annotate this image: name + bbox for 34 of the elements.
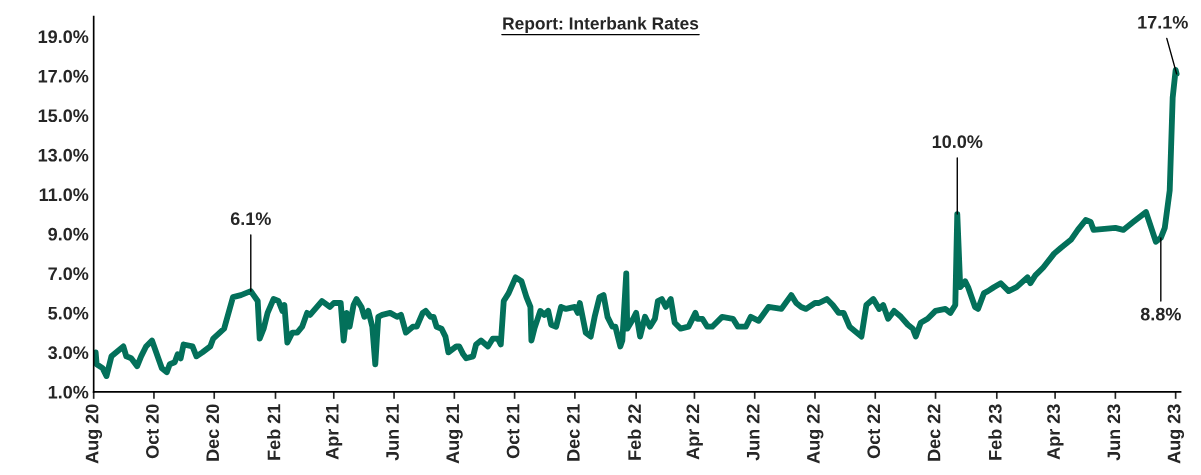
y-tick-label: 19.0%: [38, 30, 89, 44]
x-tick-label: Aug 20: [85, 404, 103, 464]
y-tick-label: 5.0%: [48, 306, 89, 320]
x-tick-label: Dec 20: [206, 404, 220, 461]
x-tick-label: Feb 23: [988, 404, 1002, 460]
x-tick-label: Oct 21: [506, 404, 520, 459]
annotation: 8.8%: [1140, 307, 1181, 321]
x-tick-label: Dec 22: [927, 404, 941, 461]
x-tick-label: Jun 21: [386, 404, 399, 461]
y-tick-label: 15.0%: [38, 109, 89, 123]
x-tick-label: Oct 22: [867, 404, 881, 459]
y-tick-label: 3.0%: [48, 346, 89, 360]
x-tick-label: Dec 21: [566, 404, 580, 461]
y-tick-label: 13.0%: [38, 148, 89, 162]
annotation: 17.1%: [1138, 15, 1188, 29]
y-tick-label: 11.0%: [39, 188, 89, 202]
x-tick-label: Apr 23: [1047, 404, 1064, 460]
y-tick-label: 17.0%: [38, 69, 89, 83]
x-tick-label: Oct 20: [146, 404, 159, 459]
y-tick-label: 7.0%: [48, 267, 89, 281]
x-tick-label: Aug 21: [446, 404, 463, 464]
annotation: 6.1%: [230, 212, 271, 226]
x-tick-label: Feb 21: [267, 404, 281, 460]
x-tick-label: Feb 22: [627, 404, 641, 460]
x-tick-label: Jun 23: [1107, 404, 1121, 461]
y-tick-label: 9.0%: [48, 227, 89, 241]
x-tick-label: Apr 22: [686, 404, 703, 460]
y-tick-label: 1.0%: [48, 385, 89, 399]
chart-title: Report: Interbank Rates: [503, 16, 699, 34]
x-tick-label: Apr 21: [325, 404, 343, 460]
x-tick-label: Aug 22: [806, 404, 824, 464]
annotation: 10.0%: [932, 135, 983, 149]
x-tick-label: Aug 23: [1167, 404, 1185, 464]
x-tick-label: Jun 22: [746, 404, 760, 461]
